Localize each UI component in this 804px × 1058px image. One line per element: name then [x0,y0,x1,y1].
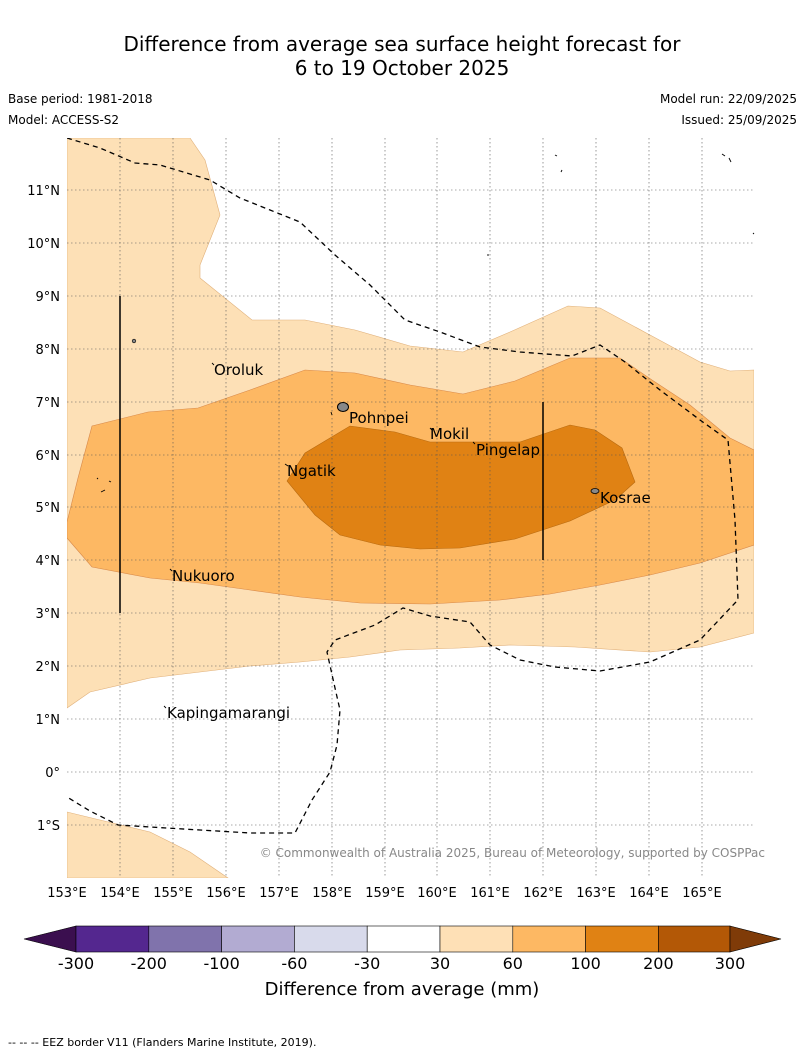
pohnpei-island [337,402,349,412]
place-pohnpei: Pohnpei [349,409,409,427]
lat-label: 4°N [36,554,61,569]
lon-label: 154°E [100,886,140,901]
colorbar-swatch [585,925,659,953]
lat-label: 6°N [36,449,61,464]
model-name: Model: ACCESS-S2 [8,113,120,127]
lat-label: 7°N [36,396,61,411]
colorbar-tick: -200 [131,954,167,973]
atoll-markers [96,153,755,709]
lon-label: 161°E [470,886,510,901]
chart-title: Difference from average sea surface heig… [0,32,804,80]
place-pingelap: Pingelap [476,441,540,459]
colorbar-above-arrow [729,925,782,953]
latitude-labels: 11°N 10°N 9°N 8°N 7°N 6°N 5°N 4°N 3°N 2°… [27,184,60,834]
colorbar-swatch [75,925,150,953]
place-labels: Oroluk Pohnpei Mokil Pingelap Ngatik Kos… [167,361,651,722]
base-period: Base period: 1981-2018 [8,92,153,106]
lat-label: 9°N [36,290,61,305]
colorbar [23,925,782,953]
place-nukuoro: Nukuoro [172,567,235,585]
lon-label: 165°E [682,886,722,901]
colorbar-tick: 30 [430,954,450,973]
lat-label: 1°S [37,819,60,834]
gridlines [67,138,754,878]
lon-label: 162°E [523,886,563,901]
colorbar-below-arrow [23,925,77,953]
copyright-notice: © Commonwealth of Australia 2025, Bureau… [260,846,765,860]
lon-label: 157°E [259,886,299,901]
colorbar-swatch [658,925,731,953]
lon-label: 164°E [629,886,669,901]
colorbar-ticks: -300 -200 -100 -60 -30 30 60 100 200 300 [58,954,745,973]
place-kosrae: Kosrae [600,489,651,507]
colorbar-swatch [148,925,222,953]
lat-label: 3°N [36,607,61,622]
colorbar-tick: 200 [643,954,674,973]
lat-label: 10°N [27,237,60,252]
colorbar-swatch [221,925,295,953]
model-run: Model run: 22/09/2025 [659,92,797,106]
kosrae-island [590,488,600,494]
title-line-2: 6 to 19 October 2025 [294,56,510,80]
lon-label: 155°E [153,886,193,901]
longitude-labels: 153°E 154°E 155°E 156°E 157°E 158°E 159°… [47,886,722,901]
place-mokil: Mokil [430,425,469,443]
colorbar-tick: -60 [281,954,307,973]
lon-label: 159°E [365,886,405,901]
contour-30-60-south [67,811,229,878]
colorbar-swatch [366,925,441,953]
islet-icon [131,338,137,344]
lon-label: 160°E [417,886,457,901]
lat-label: 0° [45,766,60,781]
colorbar-tick: 300 [715,954,746,973]
colorbar-swatch [512,925,586,953]
colorbar-tick: -100 [203,954,239,973]
colorbar-swatch [439,925,514,953]
issued-date: Issued: 25/09/2025 [681,113,797,127]
colorbar-title: Difference from average (mm) [265,979,540,1000]
colorbar-swatch [294,925,368,953]
title-line-1: Difference from average sea surface heig… [123,32,681,56]
lon-label: 153°E [47,886,87,901]
place-kapingamarangi: Kapingamarangi [167,704,290,722]
eez-legend: -- -- -- EEZ border V11 (Flanders Marine… [8,1036,317,1049]
colorbar-tick: -300 [58,954,94,973]
contour-layer [67,138,754,878]
eez-border [67,138,739,834]
colorbar-tick: -30 [354,954,380,973]
place-oroluk: Oroluk [214,361,263,379]
colorbar-tick: 60 [503,954,523,973]
colorbar-tick: 100 [570,954,601,973]
lon-label: 163°E [576,886,616,901]
lon-label: 156°E [206,886,246,901]
lat-label: 5°N [36,501,61,516]
place-ngatik: Ngatik [287,462,336,480]
lat-label: 8°N [36,343,61,358]
lat-label: 11°N [27,184,60,199]
lon-label: 158°E [312,886,352,901]
lat-label: 1°N [36,713,61,728]
lat-label: 2°N [36,660,61,675]
contour-100-200 [286,424,636,550]
